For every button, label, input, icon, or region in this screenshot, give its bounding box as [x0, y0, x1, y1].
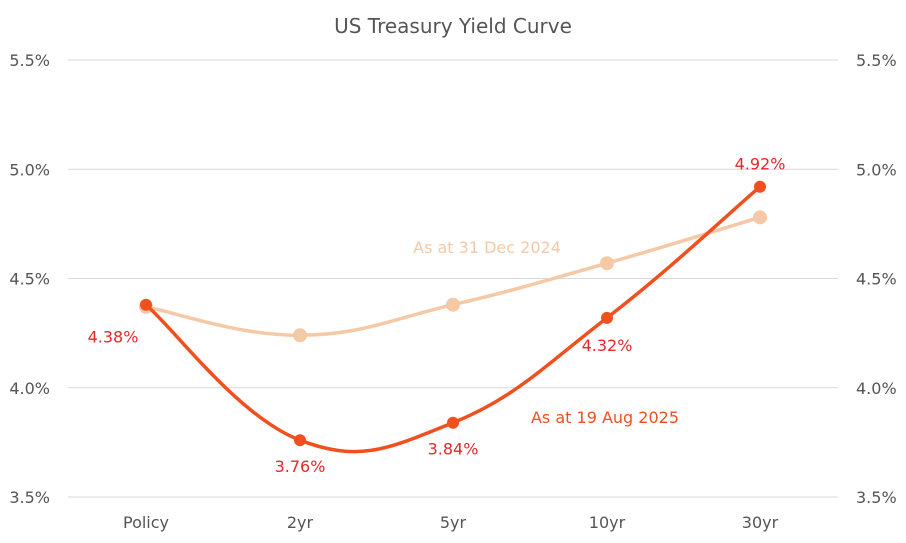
series-name-label: As at 19 Aug 2025 — [531, 408, 679, 427]
y-tick-label-left: 4.0% — [9, 379, 50, 398]
data-label: 4.92% — [735, 155, 786, 174]
y-tick-label-right: 4.5% — [856, 270, 897, 289]
y-tick-label-right: 4.0% — [856, 379, 897, 398]
y-axis-left: 3.5% 4.0% 4.5% 5.0% 5.5% — [9, 51, 50, 507]
y-tick-label-left: 5.5% — [9, 51, 50, 70]
data-point — [447, 416, 459, 429]
series-name-label: As at 31 Dec 2024 — [413, 238, 561, 257]
x-tick-label: 2yr — [287, 513, 314, 532]
y-tick-label-left: 4.5% — [9, 270, 50, 289]
data-point — [753, 210, 767, 225]
data-labels: As at 31 Dec 2024 As at 19 Aug 2025 4.38% 3… — [88, 155, 786, 476]
y-tick-label-right: 5.0% — [856, 160, 897, 179]
chart-title: US Treasury Yield Curve — [334, 14, 572, 38]
x-tick-label: 30yr — [742, 513, 779, 532]
data-point — [601, 311, 613, 324]
data-point — [294, 434, 306, 447]
data-label: 4.38% — [88, 328, 139, 347]
x-tick-label: 10yr — [589, 513, 626, 532]
data-label: 4.32% — [582, 336, 633, 355]
grid-lines — [68, 59, 838, 498]
x-tick-label: 5yr — [440, 513, 467, 532]
data-label: 3.84% — [428, 440, 479, 459]
y-axis-right: 3.5% 4.0% 4.5% 5.0% 5.5% — [856, 51, 897, 507]
y-tick-label-left: 3.5% — [9, 488, 50, 507]
x-axis: Policy 2yr 5yr 10yr 30yr — [123, 513, 779, 532]
y-tick-label-right: 3.5% — [856, 488, 897, 507]
series-aug-2025 — [140, 180, 766, 454]
data-point — [754, 180, 766, 193]
data-point — [140, 298, 152, 311]
series-layer — [139, 180, 767, 454]
series-line — [144, 215, 762, 338]
series-dec-2024 — [139, 210, 767, 343]
data-point — [446, 297, 460, 312]
y-tick-label-left: 5.0% — [9, 160, 50, 179]
data-label: 3.76% — [275, 457, 326, 476]
y-tick-label-right: 5.5% — [856, 51, 897, 70]
data-point — [600, 256, 614, 271]
data-point — [293, 328, 307, 343]
x-tick-label: Policy — [123, 513, 169, 532]
